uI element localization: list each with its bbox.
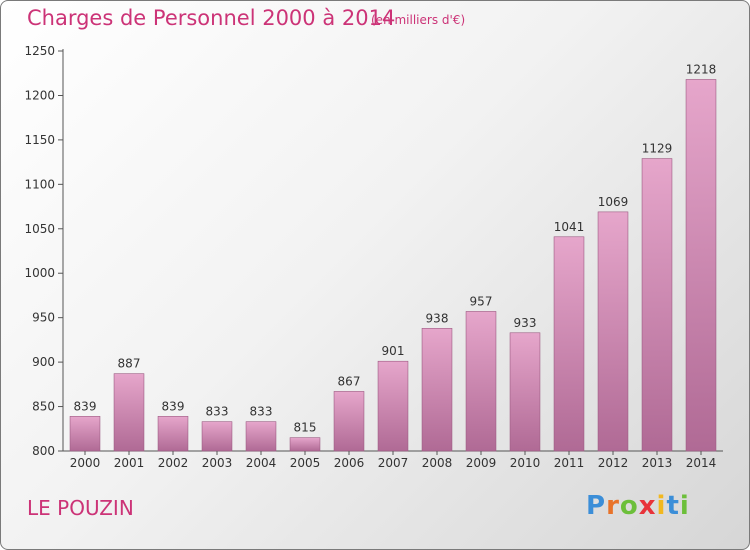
bar bbox=[421, 328, 453, 452]
y-tick-label: 1250 bbox=[24, 44, 55, 58]
y-tick-label: 1150 bbox=[24, 133, 55, 147]
bar bbox=[465, 311, 497, 452]
bar-value-label: 1218 bbox=[686, 62, 717, 76]
bars-group bbox=[69, 79, 717, 452]
x-tick-label: 2012 bbox=[598, 456, 629, 470]
x-tick-label: 2001 bbox=[114, 456, 145, 470]
y-tick-label: 950 bbox=[32, 311, 55, 325]
y-tick-label: 900 bbox=[32, 355, 55, 369]
logo-letter: P bbox=[586, 491, 607, 521]
bar bbox=[113, 373, 145, 452]
logo-letter: x bbox=[638, 491, 657, 521]
x-tick-label: 2000 bbox=[70, 456, 101, 470]
chart-title: Charges de Personnel 2000 à 2014 bbox=[27, 6, 396, 30]
x-tick-label: 2010 bbox=[510, 456, 541, 470]
bar bbox=[69, 416, 101, 452]
bar bbox=[685, 79, 717, 452]
bar bbox=[289, 437, 321, 452]
bar-value-label: 833 bbox=[250, 405, 273, 419]
bar bbox=[553, 236, 585, 452]
bar-value-label: 1129 bbox=[642, 142, 673, 156]
bar-value-label: 1069 bbox=[598, 195, 629, 209]
y-ticks-group: 800 850 900 950 1000 1050 1100 1150 1200 1250 bbox=[24, 44, 63, 458]
x-tick-label: 2009 bbox=[466, 456, 497, 470]
y-tick-label: 1050 bbox=[24, 222, 55, 236]
commune-name: LE POUZIN bbox=[27, 496, 134, 520]
bar-value-label: 839 bbox=[74, 399, 97, 413]
y-tick-label: 1100 bbox=[24, 177, 55, 191]
proxiti-logo: Proxiti bbox=[586, 491, 690, 521]
bar bbox=[157, 416, 189, 452]
bar-value-label: 901 bbox=[382, 344, 405, 358]
bar-value-label: 839 bbox=[162, 399, 185, 413]
x-tick-label: 2008 bbox=[422, 456, 453, 470]
logo-letter: i bbox=[679, 491, 690, 521]
x-tick-label: 2006 bbox=[334, 456, 365, 470]
y-tick-label: 1200 bbox=[24, 88, 55, 102]
unit-note: (en milliers d'€) bbox=[371, 13, 466, 27]
bar bbox=[333, 391, 365, 452]
bar bbox=[201, 421, 233, 452]
x-tick-label: 2013 bbox=[642, 456, 673, 470]
bar-value-label: 957 bbox=[470, 294, 493, 308]
bar bbox=[245, 421, 277, 452]
x-ticks-group: 2000 2001 2002 2003 2004 2005 2006 2007 2008 2009… bbox=[70, 451, 717, 470]
y-tick-label: 800 bbox=[32, 444, 55, 458]
x-tick-label: 2007 bbox=[378, 456, 409, 470]
bar bbox=[377, 360, 409, 452]
x-tick-label: 2004 bbox=[246, 456, 277, 470]
bar bbox=[597, 211, 629, 452]
bar-value-label: 1041 bbox=[554, 220, 585, 234]
x-tick-label: 2002 bbox=[158, 456, 189, 470]
bar-value-label: 887 bbox=[118, 357, 141, 371]
y-tick-label: 1000 bbox=[24, 266, 55, 280]
x-tick-label: 2003 bbox=[202, 456, 233, 470]
bar-value-label: 938 bbox=[426, 311, 449, 325]
x-tick-label: 2011 bbox=[554, 456, 585, 470]
x-tick-label: 2014 bbox=[686, 456, 717, 470]
bar-value-label: 933 bbox=[514, 316, 537, 330]
bar-value-label: 867 bbox=[338, 374, 361, 388]
bar-value-label: 833 bbox=[206, 405, 229, 419]
logo-letter: i bbox=[656, 491, 667, 521]
y-tick-label: 850 bbox=[32, 400, 55, 414]
bar bbox=[641, 158, 673, 452]
logo-letter: t bbox=[666, 491, 680, 521]
bar bbox=[509, 332, 541, 452]
logo-letter: o bbox=[619, 491, 639, 521]
value-labels-group: 839 887 839 833 833 815 867 901 938 957 933 1041 106… bbox=[74, 62, 717, 434]
bar-value-label: 815 bbox=[294, 421, 317, 435]
logo-letter: r bbox=[606, 491, 620, 521]
x-tick-label: 2005 bbox=[290, 456, 321, 470]
